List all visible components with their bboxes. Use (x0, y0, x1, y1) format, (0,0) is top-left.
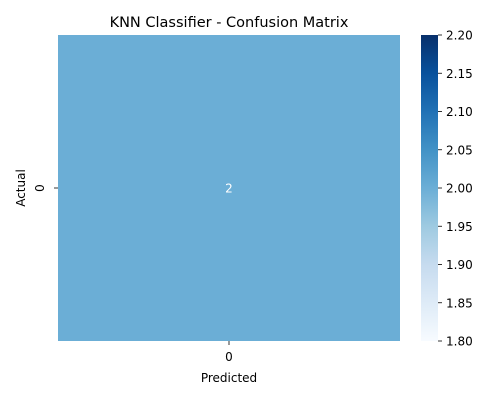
colorbar-tick-label: 2.10 (446, 105, 473, 119)
colorbar-ticks: 1.80 1.85 1.90 1.95 2.00 2.05 2.10 2.15 2.20 (438, 29, 473, 349)
y-axis: 0 (33, 184, 58, 192)
y-axis-label: Actual (14, 169, 28, 207)
colorbar-tick-label: 1.85 (446, 296, 473, 310)
heatmap-cell (58, 35, 400, 341)
colorbar-tick-label: 2.20 (446, 29, 473, 43)
cell-annotation: 2 (225, 182, 233, 196)
colorbar-tick-label: 1.95 (446, 220, 473, 234)
x-axis-label: Predicted (201, 371, 257, 385)
colorbar-tick-label: 2.05 (446, 143, 473, 157)
colorbar-tick-label: 1.80 (446, 335, 473, 349)
colorbar-tick-label: 2.15 (446, 67, 473, 81)
heatmap-cells (58, 35, 400, 341)
cell-annotations: 2 (225, 182, 233, 196)
colorbar-tick-label: 1.90 (446, 258, 473, 272)
y-tick-label: 0 (33, 184, 47, 192)
colorbar (421, 35, 438, 341)
x-tick-label: 0 (225, 350, 233, 364)
x-axis: 0 (225, 341, 233, 364)
colorbar-tick-label: 2.00 (446, 182, 473, 196)
chart-title: KNN Classifier - Confusion Matrix (110, 15, 349, 31)
